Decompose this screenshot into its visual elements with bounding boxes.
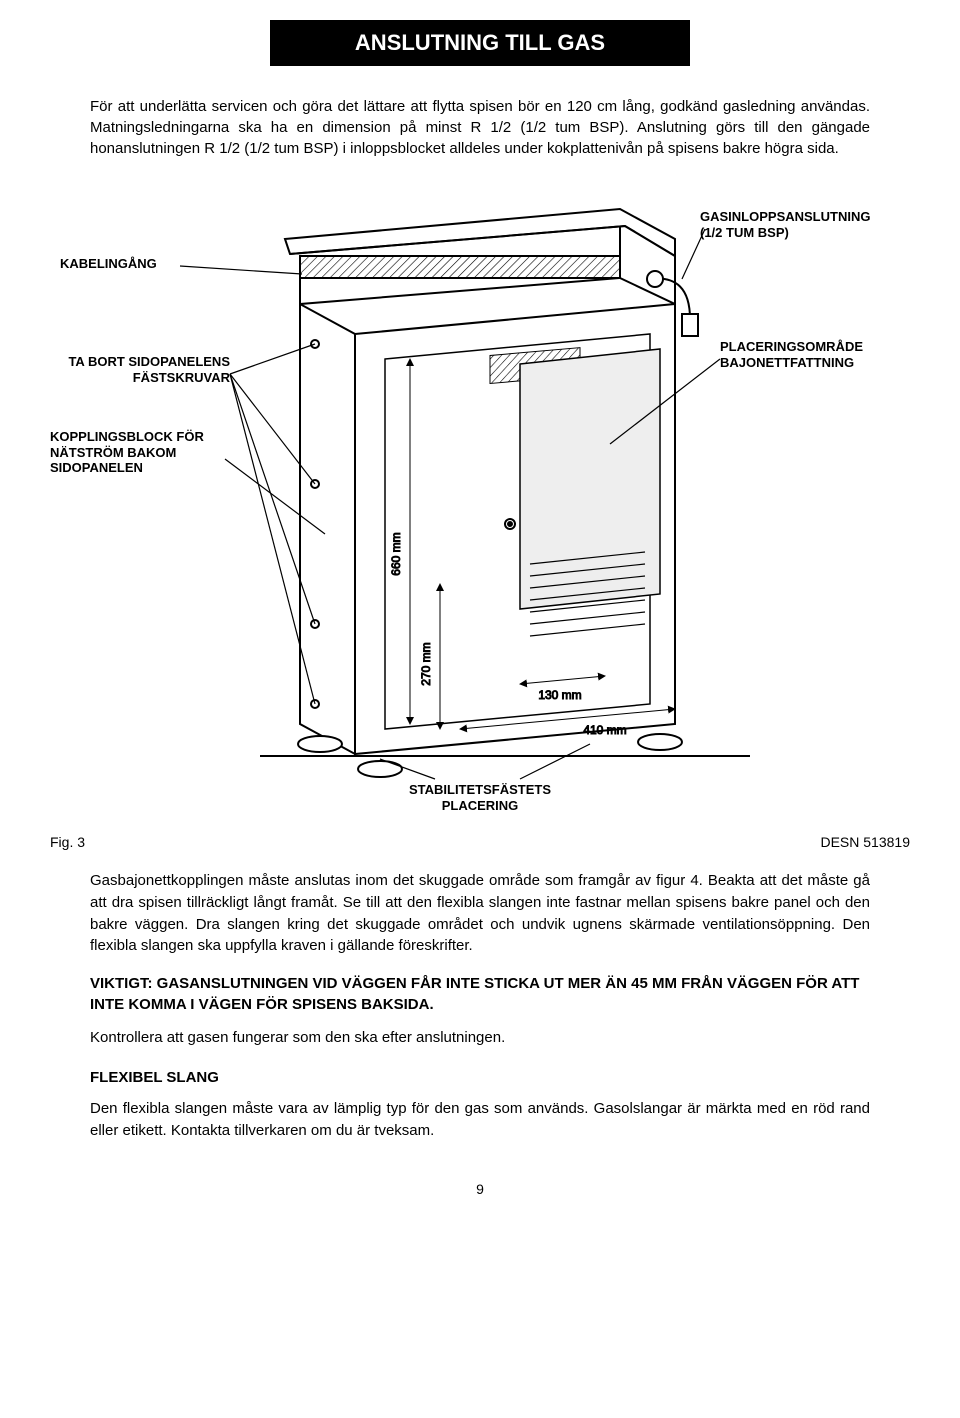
figure-label: Fig. 3 [50, 834, 85, 850]
label-stabilitet: STABILITETSFÄSTETS PLACERING [380, 782, 580, 813]
dim-270: 270 mm [419, 642, 433, 685]
label-sidopanel: TA BORT SIDOPANELENS FÄSTSKRUVAR [50, 354, 230, 385]
label-koppling: KOPPLINGSBLOCK FÖR NÄTSTRÖM BAKOM SIDOPA… [50, 429, 230, 476]
flex-heading: FLEXIBEL SLANG [90, 1069, 870, 1086]
page-title: ANSLUTNING TILL GAS [270, 20, 690, 66]
figure-ref: DESN 513819 [820, 834, 910, 850]
check-line: Kontrollera att gasen fungerar som den s… [90, 1027, 870, 1049]
important-note: VIKTIGT: GASANSLUTNINGEN VID VÄGGEN FÅR … [90, 973, 870, 1015]
label-kabel: KABELINGÅNG [60, 256, 157, 272]
dim-410: 410 mm [583, 723, 626, 737]
page-number: 9 [50, 1181, 910, 1197]
diagram: KABELINGÅNG TA BORT SIDOPANELENS FÄSTSKR… [50, 184, 910, 824]
dim-130: 130 mm [538, 688, 581, 702]
paragraph-bayonet: Gasbajonettkopplingen måste anslutas ino… [90, 870, 870, 957]
label-placering: PLACERINGSOMRÅDE BAJONETTFATTNING [720, 339, 910, 370]
label-gasinlopp: GASINLOPPSANSLUTNING (1/2 TUM BSP) [700, 209, 910, 240]
stove-diagram: 660 mm 270 mm 130 mm 410 mm [50, 184, 910, 824]
intro-paragraph: För att underlätta servicen och göra det… [90, 96, 870, 159]
flex-body: Den flexibla slangen måste vara av lämpl… [90, 1098, 870, 1142]
dim-660: 660 mm [389, 532, 403, 575]
